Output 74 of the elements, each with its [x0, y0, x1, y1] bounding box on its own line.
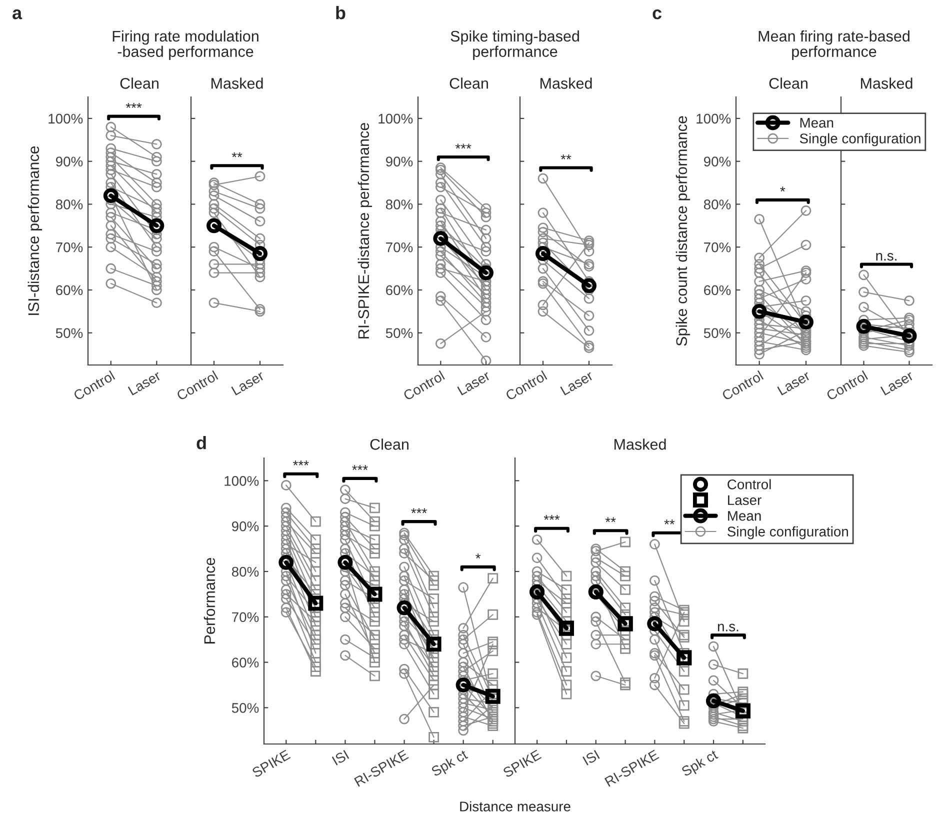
- chart-subtitle: Masked: [212, 78, 263, 89]
- y-axis-title: Performance: [204, 558, 216, 644]
- annotation: **: [605, 517, 616, 522]
- y-axis-title: RI-SPIKE-distance performance: [358, 122, 372, 338]
- y-tick-label: 100%: [696, 114, 731, 124]
- y-tick-label: 100%: [224, 476, 259, 486]
- annotation: ***: [293, 460, 309, 466]
- chart-subtitle: Clean: [120, 78, 158, 89]
- annotation: ***: [544, 515, 560, 520]
- y-tick-label: 50%: [232, 703, 259, 713]
- chart-title: Mean firing rate-based performance: [758, 30, 910, 60]
- y-tick-label: 50%: [386, 328, 413, 338]
- text: a: [12, 9, 22, 20]
- x-axis-title: Distance measure: [460, 801, 570, 812]
- legend-label: Control: [728, 479, 771, 490]
- y-axis-title: ISI-distance performance: [28, 146, 42, 315]
- legend-label: Laser: [728, 495, 762, 506]
- y-tick-label: 90%: [704, 156, 731, 166]
- legend-label: Single configuration: [728, 526, 848, 540]
- chart-subtitle: Masked: [614, 438, 666, 450]
- x-tick-label: Laser: [777, 370, 811, 396]
- x-tick-label: ISI: [582, 750, 600, 766]
- chart-title: Firing rate modulation -based performance: [112, 30, 258, 60]
- annotation: ***: [126, 103, 142, 108]
- chart-subtitle: Masked: [540, 78, 592, 89]
- text: c: [652, 9, 662, 20]
- chart-subtitle: Clean: [769, 78, 808, 89]
- y-tick-label: 60%: [56, 285, 83, 296]
- x-tick-label: Laser: [880, 370, 914, 396]
- x-tick-label: Spk ct: [430, 748, 470, 780]
- chart-subtitle: Masked: [861, 78, 912, 89]
- annotation: *: [780, 186, 786, 192]
- y-tick-label: 90%: [386, 156, 413, 166]
- y-tick-label: 60%: [386, 285, 413, 296]
- y-tick-label: 100%: [48, 114, 83, 124]
- x-tick-label: Laser: [128, 370, 162, 396]
- annotation: **: [664, 520, 675, 524]
- annotation: n.s.: [718, 624, 738, 632]
- y-tick-label: 70%: [386, 242, 413, 252]
- annotation: n.s.: [876, 253, 896, 261]
- annotation: **: [560, 154, 572, 160]
- y-tick-label: 70%: [232, 612, 259, 622]
- y-tick-label: 70%: [56, 242, 83, 252]
- y-tick-label: 100%: [378, 114, 413, 124]
- y-axis-title: Spike count distance performance: [676, 116, 690, 346]
- chart-title: Spike timing-based performance: [450, 30, 579, 60]
- x-tick-label: Spk ct: [680, 748, 720, 780]
- annotation: ***: [411, 508, 427, 514]
- y-tick-label: 50%: [704, 328, 731, 338]
- legend-label: Mean: [728, 511, 761, 521]
- y-tick-label: 90%: [232, 521, 259, 532]
- x-tick-label: ISI: [332, 750, 350, 766]
- y-tick-label: 80%: [232, 566, 259, 577]
- x-tick-label: Laser: [560, 370, 594, 396]
- legend-label: Mean: [800, 118, 834, 128]
- text: b: [336, 6, 346, 20]
- chart-subtitle: Clean: [370, 438, 408, 450]
- chart-subtitle: Clean: [450, 78, 488, 89]
- y-tick-label: 80%: [386, 200, 413, 210]
- annotation: ***: [352, 465, 368, 470]
- x-tick-label: Laser: [231, 370, 265, 396]
- y-tick-label: 60%: [232, 658, 259, 668]
- x-tick-label: Laser: [457, 370, 491, 396]
- y-tick-label: 80%: [56, 200, 83, 210]
- annotation: ***: [455, 144, 472, 149]
- y-tick-label: 50%: [56, 328, 83, 338]
- y-tick-label: 70%: [704, 242, 731, 252]
- y-tick-label: 90%: [56, 156, 83, 166]
- text: d: [196, 436, 206, 450]
- annotation: *: [476, 554, 481, 558]
- y-tick-label: 80%: [704, 200, 731, 210]
- y-tick-label: 60%: [704, 285, 731, 296]
- legend-label: Single configuration: [800, 133, 920, 146]
- annotation: **: [232, 152, 242, 158]
